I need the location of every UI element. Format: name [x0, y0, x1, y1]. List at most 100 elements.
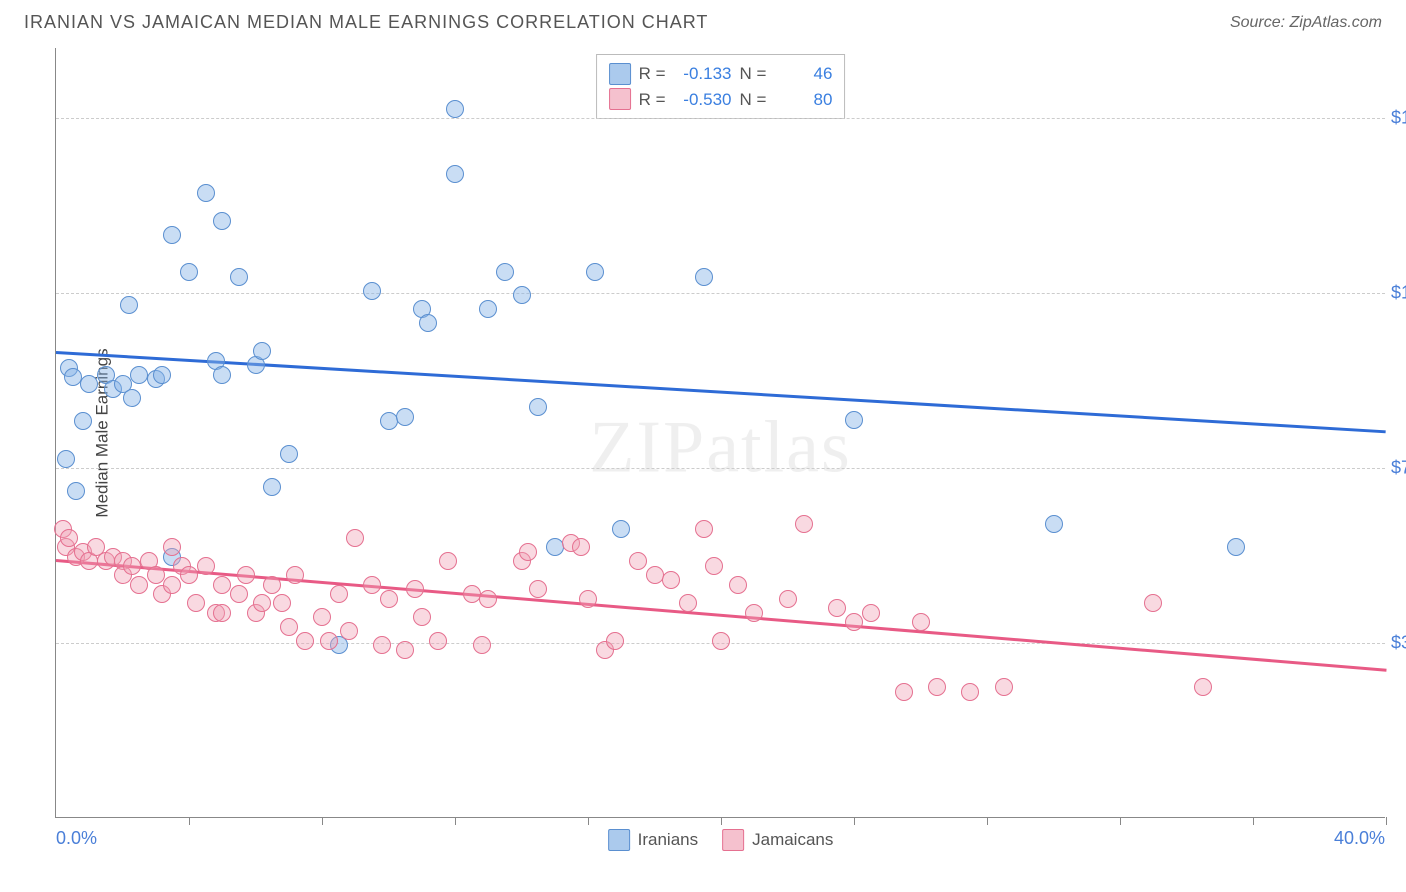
x-tick — [1253, 817, 1254, 825]
data-point-pink — [230, 585, 248, 603]
data-point-blue — [529, 398, 547, 416]
x-axis-min-label: 0.0% — [56, 828, 97, 849]
data-point-pink — [123, 557, 141, 575]
data-point-pink — [895, 683, 913, 701]
x-tick — [322, 817, 323, 825]
data-point-pink — [795, 515, 813, 533]
data-point-pink — [579, 590, 597, 608]
legend-row-jamaicans: R = -0.530 N = 80 — [609, 87, 833, 113]
r-value-1: -0.530 — [674, 87, 732, 113]
data-point-blue — [446, 165, 464, 183]
swatch-pink-icon — [722, 829, 744, 851]
data-point-pink — [187, 594, 205, 612]
data-point-blue — [479, 300, 497, 318]
data-point-blue — [419, 314, 437, 332]
data-point-pink — [263, 576, 281, 594]
data-point-pink — [439, 552, 457, 570]
data-point-pink — [413, 608, 431, 626]
data-point-blue — [380, 412, 398, 430]
data-point-blue — [120, 296, 138, 314]
data-point-pink — [1194, 678, 1212, 696]
x-axis-max-label: 40.0% — [1334, 828, 1385, 849]
data-point-blue — [363, 282, 381, 300]
chart-container: IRANIAN VS JAMAICAN MEDIAN MALE EARNINGS… — [0, 0, 1406, 892]
data-point-pink — [163, 576, 181, 594]
n-label-0: N = — [740, 61, 767, 87]
data-point-pink — [845, 613, 863, 631]
r-label-1: R = — [639, 87, 666, 113]
data-point-pink — [320, 632, 338, 650]
chart-title: IRANIAN VS JAMAICAN MEDIAN MALE EARNINGS… — [24, 12, 708, 33]
data-point-blue — [123, 389, 141, 407]
data-point-blue — [1045, 515, 1063, 533]
x-tick — [588, 817, 589, 825]
data-point-pink — [463, 585, 481, 603]
data-point-pink — [606, 632, 624, 650]
data-point-pink — [479, 590, 497, 608]
data-point-pink — [473, 636, 491, 654]
data-point-pink — [280, 618, 298, 636]
gridline-h — [56, 118, 1385, 119]
gridline-h — [56, 468, 1385, 469]
data-point-pink — [429, 632, 447, 650]
data-point-pink — [695, 520, 713, 538]
gridline-h — [56, 293, 1385, 294]
data-point-blue — [845, 411, 863, 429]
data-point-pink — [286, 566, 304, 584]
data-point-pink — [197, 557, 215, 575]
data-point-pink — [163, 538, 181, 556]
data-point-pink — [679, 594, 697, 612]
data-point-pink — [705, 557, 723, 575]
data-point-pink — [406, 580, 424, 598]
data-point-blue — [546, 538, 564, 556]
n-value-1: 80 — [774, 87, 832, 113]
data-point-pink — [519, 543, 537, 561]
data-point-pink — [828, 599, 846, 617]
data-point-pink — [213, 604, 231, 622]
data-point-pink — [961, 683, 979, 701]
data-point-pink — [313, 608, 331, 626]
data-point-blue — [695, 268, 713, 286]
data-point-blue — [612, 520, 630, 538]
y-tick-label: $112,500 — [1391, 283, 1406, 304]
data-point-blue — [446, 100, 464, 118]
x-tick — [721, 817, 722, 825]
data-point-blue — [153, 366, 171, 384]
data-point-blue — [513, 286, 531, 304]
data-point-blue — [67, 482, 85, 500]
watermark-text: ZIPatlas — [589, 405, 852, 490]
data-point-blue — [80, 375, 98, 393]
data-point-pink — [346, 529, 364, 547]
legend-item-iranians: Iranians — [608, 829, 698, 851]
data-point-blue — [163, 226, 181, 244]
data-point-blue — [1227, 538, 1245, 556]
data-point-pink — [147, 566, 165, 584]
swatch-pink-icon — [609, 88, 631, 110]
legend-label-1: Jamaicans — [752, 830, 833, 850]
x-tick — [987, 817, 988, 825]
n-label-1: N = — [740, 87, 767, 113]
chart-header: IRANIAN VS JAMAICAN MEDIAN MALE EARNINGS… — [0, 0, 1406, 41]
data-point-blue — [496, 263, 514, 281]
swatch-blue-icon — [609, 63, 631, 85]
data-point-blue — [230, 268, 248, 286]
data-point-pink — [130, 576, 148, 594]
legend-row-iranians: R = -0.133 N = 46 — [609, 61, 833, 87]
data-point-blue — [213, 366, 231, 384]
data-point-blue — [197, 184, 215, 202]
data-point-pink — [373, 636, 391, 654]
data-point-pink — [396, 641, 414, 659]
y-tick-label: $75,000 — [1391, 458, 1406, 479]
data-point-blue — [586, 263, 604, 281]
series-legend: Iranians Jamaicans — [608, 829, 834, 851]
data-point-pink — [729, 576, 747, 594]
data-point-pink — [712, 632, 730, 650]
data-point-pink — [862, 604, 880, 622]
y-tick-label: $37,500 — [1391, 633, 1406, 654]
data-point-pink — [1144, 594, 1162, 612]
legend-item-jamaicans: Jamaicans — [722, 829, 833, 851]
data-point-blue — [263, 478, 281, 496]
data-point-blue — [64, 368, 82, 386]
data-point-pink — [273, 594, 291, 612]
data-point-blue — [57, 450, 75, 468]
